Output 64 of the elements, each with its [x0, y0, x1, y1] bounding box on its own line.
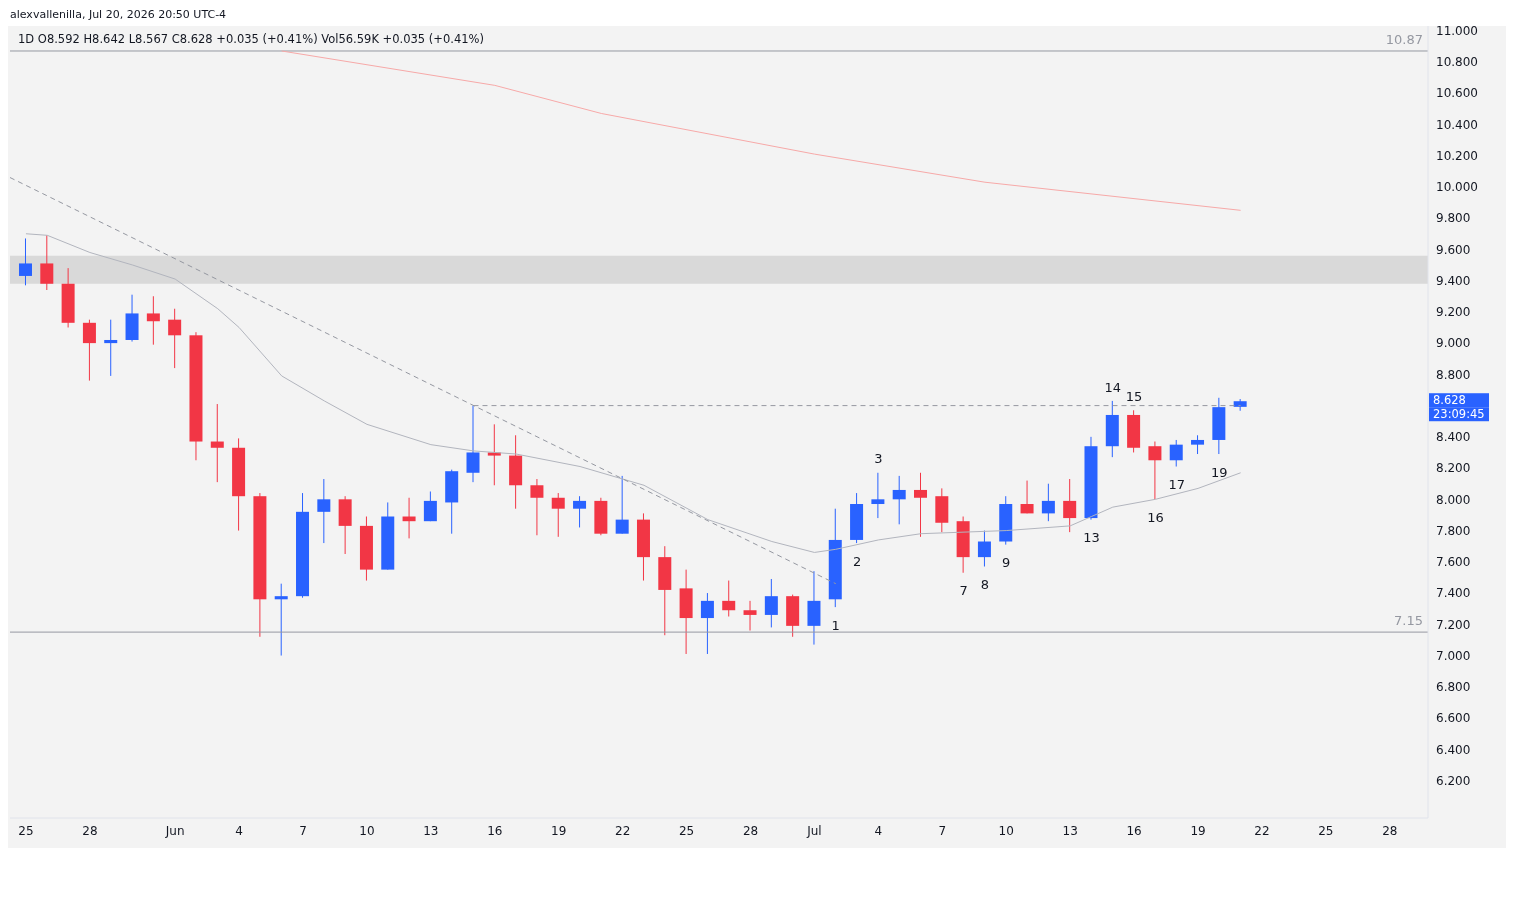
- y-tick-label: 7.200: [1436, 617, 1471, 632]
- annotation: 17: [1168, 477, 1185, 493]
- x-tick-label: 25: [678, 823, 695, 838]
- x-tick-label: 16: [487, 823, 503, 838]
- y-tick-label: 7.800: [1436, 523, 1471, 538]
- ref-line-label: 7.15: [1394, 613, 1423, 629]
- y-tick-label: 7.000: [1436, 648, 1471, 663]
- x-tick-label: 19: [551, 823, 567, 838]
- y-tick-label: 11.000: [1436, 23, 1478, 38]
- annotation: 7: [959, 583, 968, 599]
- x-tick-label: 22: [615, 823, 631, 838]
- annotation: 19: [1211, 464, 1228, 480]
- x-tick-label: 7: [299, 823, 307, 838]
- x-tick-label: 13: [423, 823, 439, 838]
- y-tick-label: 8.400: [1436, 430, 1471, 445]
- annotation: 14: [1104, 379, 1122, 395]
- x-tick-label: 28: [1382, 823, 1398, 838]
- annotation: 8: [980, 577, 990, 593]
- x-tick-label: 28: [82, 823, 98, 838]
- y-tick-label: 8.000: [1436, 492, 1471, 507]
- y-tick-label: 9.800: [1436, 211, 1471, 226]
- y-tick-label: 9.600: [1436, 242, 1471, 257]
- x-tick-label: 4: [874, 823, 883, 838]
- x-tick-label: 19: [1190, 823, 1206, 838]
- x-tick-label: Jun: [164, 823, 185, 838]
- y-tick-label: 6.200: [1436, 773, 1471, 788]
- y-tick-label: 7.400: [1436, 586, 1471, 601]
- text: 1D O8.592 H8.642 L8.567 C8.628 +0.035 (+0.41%) Vol56.59K +0.035 (+0.41%): [18, 32, 484, 46]
- x-tick-label: 25: [18, 823, 34, 838]
- y-tick-label: 9.400: [1436, 273, 1471, 288]
- y-tick-label: 10.600: [1436, 86, 1478, 101]
- text: 23:09:45: [1433, 407, 1485, 422]
- y-tick-label: 10.200: [1436, 148, 1478, 163]
- y-tick-label: 6.600: [1436, 711, 1471, 726]
- y-tick-label: 9.000: [1436, 336, 1471, 351]
- annotation: 2: [852, 553, 862, 569]
- y-tick-label: 10.800: [1436, 55, 1478, 70]
- y-tick-label: 8.800: [1436, 367, 1471, 382]
- text: 8.628: [1433, 393, 1466, 408]
- annotation: 9: [1002, 555, 1011, 571]
- x-tick-label: Jul: [806, 823, 822, 838]
- annotation: 15: [1125, 388, 1143, 404]
- x-tick-label: 7: [938, 823, 947, 838]
- annotation: 16: [1147, 509, 1164, 525]
- x-tick-label: 25: [1318, 823, 1334, 838]
- y-tick-label: 6.800: [1436, 680, 1471, 695]
- annotation: 1: [831, 617, 840, 633]
- annotation: 13: [1083, 530, 1100, 546]
- y-tick-label: 8.200: [1436, 461, 1471, 476]
- ref-line-label: 10.87: [1385, 31, 1423, 47]
- y-tick-label: 6.400: [1436, 742, 1471, 757]
- x-tick-label: 10: [359, 823, 375, 838]
- chart-subtitle: alexvallenilla, Jul 20, 2026 20:50 UTC-4: [10, 8, 227, 21]
- x-tick-label: 28: [742, 823, 759, 838]
- y-tick-label: 9.200: [1436, 305, 1471, 320]
- x-tick-label: 13: [1062, 823, 1078, 838]
- y-tick-label: 10.000: [1436, 180, 1478, 195]
- x-tick-label: 4: [235, 823, 243, 838]
- x-tick-label: 22: [1254, 823, 1270, 838]
- x-tick-label: 16: [1126, 823, 1142, 838]
- y-tick-label: 7.600: [1436, 555, 1471, 570]
- annotation: 3: [874, 451, 883, 467]
- x-tick-label: 10: [998, 823, 1014, 838]
- y-tick-label: 10.400: [1436, 117, 1478, 132]
